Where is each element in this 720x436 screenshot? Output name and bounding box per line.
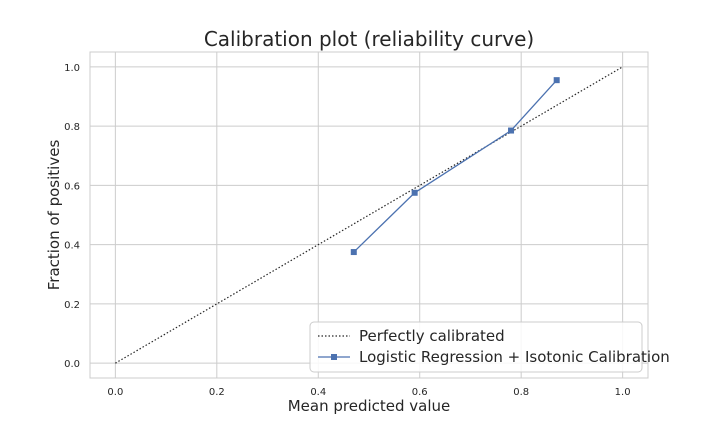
- x-tick-label: 0.4: [310, 387, 326, 398]
- y-axis-title: Fraction of positives: [45, 140, 63, 291]
- perfectly-calibrated-line: [115, 66, 623, 364]
- chart-title: Calibration plot (reliability curve): [204, 27, 534, 51]
- plot-border: [89, 51, 649, 379]
- y-tick-label: 0.8: [64, 122, 80, 133]
- legend-label: Logistic Regression + Isotonic Calibrati…: [359, 348, 670, 366]
- data-point-marker: [508, 127, 515, 134]
- y-tick-label: 0.2: [64, 300, 80, 311]
- x-tick-label: 0.0: [107, 387, 123, 398]
- y-tick-label: 0.6: [64, 181, 80, 192]
- x-tick-label: 0.8: [513, 387, 529, 398]
- calibration-curve-line: [353, 79, 558, 253]
- legend-box: [309, 321, 643, 373]
- x-tick-label: 1.0: [615, 387, 631, 398]
- legend-marker: [331, 354, 337, 360]
- legend: Perfectly calibrated Logistic Regression …: [309, 321, 670, 373]
- y-tick-label: 1.0: [64, 63, 80, 74]
- series-layer: [115, 66, 623, 364]
- y-tick-label: 0.0: [64, 359, 80, 370]
- grid-layer: [90, 52, 648, 378]
- data-point-marker: [553, 77, 560, 84]
- y-tick-label: 0.4: [64, 241, 80, 252]
- plot-frame: [89, 51, 649, 379]
- tick-labels: 0.0 0.2 0.4 0.6 0.8 1.0 0.0 0.2 0.4 0.6 0.8 1.0: [64, 63, 630, 398]
- data-point-marker: [350, 249, 357, 256]
- x-axis-title: Mean predicted value: [288, 397, 451, 415]
- data-point-marker: [411, 189, 418, 196]
- x-tick-label: 0.6: [412, 387, 428, 398]
- legend-label: Perfectly calibrated: [359, 327, 505, 345]
- x-tick-label: 0.2: [209, 387, 225, 398]
